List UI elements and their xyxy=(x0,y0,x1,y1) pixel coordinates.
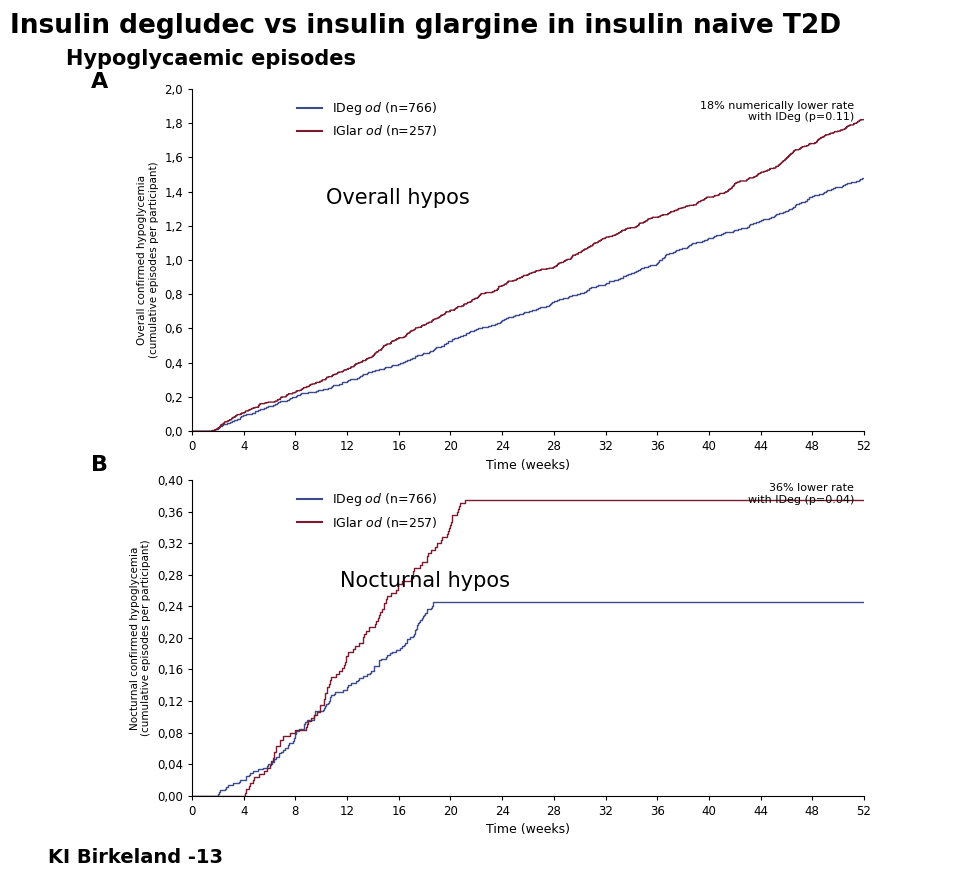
Y-axis label: Nocturnal confirmed hypoglycemia
(cumulative episodes per participant): Nocturnal confirmed hypoglycemia (cumula… xyxy=(130,540,152,736)
Text: KI Birkeland -13: KI Birkeland -13 xyxy=(48,848,223,867)
X-axis label: Time (weeks): Time (weeks) xyxy=(486,823,570,837)
Text: 36% lower rate
with IDeg (p=0.04): 36% lower rate with IDeg (p=0.04) xyxy=(748,484,853,505)
Legend: IDeg $\it{od}$ (n=766), IGlar $\it{od}$ (n=257): IDeg $\it{od}$ (n=766), IGlar $\it{od}$ … xyxy=(293,95,443,143)
Text: A: A xyxy=(91,72,108,92)
Y-axis label: Overall confirmed hypoglycemia
(cumulative episodes per participant): Overall confirmed hypoglycemia (cumulati… xyxy=(137,162,158,358)
Text: B: B xyxy=(91,455,108,475)
Text: Nocturnal hypos: Nocturnal hypos xyxy=(340,571,510,591)
Text: 18% numerically lower rate
with IDeg (p=0.11): 18% numerically lower rate with IDeg (p=… xyxy=(700,100,853,123)
Text: Insulin degludec vs insulin glargine in insulin naive T2D: Insulin degludec vs insulin glargine in … xyxy=(10,13,841,39)
Text: Overall hypos: Overall hypos xyxy=(326,188,470,208)
Legend: IDeg $\it{od}$ (n=766), IGlar $\it{od}$ (n=257): IDeg $\it{od}$ (n=766), IGlar $\it{od}$ … xyxy=(293,486,443,534)
X-axis label: Time (weeks): Time (weeks) xyxy=(486,459,570,472)
Text: Hypoglycaemic episodes: Hypoglycaemic episodes xyxy=(66,49,356,68)
